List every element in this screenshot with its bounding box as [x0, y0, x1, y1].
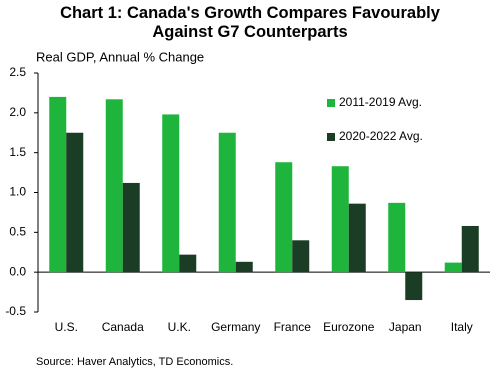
y-tick-label: 1.0 [9, 185, 26, 199]
x-tick-label: Italy [451, 320, 473, 334]
y-tick-label: 1.5 [9, 145, 26, 159]
bar [275, 162, 293, 273]
x-tick-label: Canada [102, 320, 144, 334]
bar [49, 96, 67, 273]
y-tick-label: 2.0 [9, 105, 26, 119]
y-tick-label: 0.5 [9, 225, 26, 239]
bar [388, 202, 406, 273]
bar [235, 261, 253, 273]
bar [218, 132, 236, 273]
legend-label: 2020-2022 Avg. [339, 129, 423, 143]
legend-swatch [327, 133, 335, 141]
legend-swatch [327, 99, 335, 107]
bar [348, 203, 366, 273]
bar [105, 99, 123, 273]
bar [179, 254, 197, 273]
source: Source: Haver Analytics, TD Economics. [36, 356, 233, 368]
bar [122, 182, 140, 273]
bar [444, 262, 462, 273]
x-tick-label: Japan [389, 320, 422, 334]
bar [405, 272, 423, 301]
y-tick-label: 0.0 [9, 264, 26, 278]
y-tick-label: 2.5 [9, 65, 26, 79]
x-tick-label: France [274, 320, 312, 334]
x-tick-label: Germany [211, 320, 260, 334]
bar [461, 225, 479, 273]
chart-title: Chart 1: Canada's Growth Compares Favour… [60, 4, 440, 41]
bar [331, 166, 349, 273]
bar [66, 132, 84, 273]
bar [292, 240, 310, 273]
x-tick-label: Eurozone [323, 320, 375, 334]
legend-label: 2011-2019 Avg. [339, 95, 422, 109]
y-tick-label: -0.5 [5, 304, 26, 318]
x-tick-label: U.K. [168, 320, 191, 334]
y-axis-label: Real GDP, Annual % Change [36, 49, 204, 64]
bar [162, 114, 180, 273]
x-tick-label: U.S. [55, 320, 78, 334]
